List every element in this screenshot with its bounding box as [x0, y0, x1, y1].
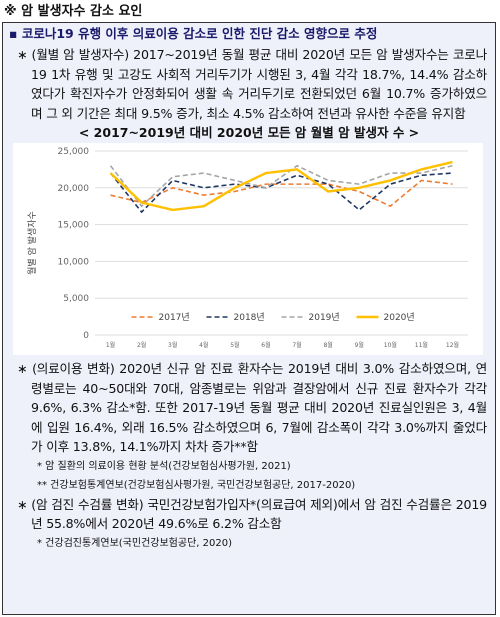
x-tick-label: 1월 — [106, 341, 115, 349]
y-tick-label: 5,000 — [63, 294, 89, 304]
y-tick-label: 20,000 — [58, 184, 90, 194]
box: ▪ 코로나19 유행 이후 의료이용 감소로 인한 진단 감소 영향으로 추정 … — [2, 22, 496, 615]
x-tick-label: 10월 — [384, 341, 397, 349]
note: * 암 질환의 의료이용 현황 분석(건강보험심사평가원, 2021) — [37, 460, 291, 472]
line — [110, 179, 453, 208]
x-tick-label: 11월 — [415, 341, 428, 349]
x-tick-label: 2월 — [137, 341, 146, 349]
heading: ▪ 코로나19 유행 이후 의료이용 감소로 인한 진단 감소 영향으로 추정 — [9, 26, 378, 41]
line — [109, 160, 453, 212]
note: * 건강검진통계연보(국민건강보험공단, 2020) — [37, 537, 232, 549]
legend-label: 2017년 — [159, 312, 190, 323]
x-tick-label: 3월 — [168, 341, 177, 349]
x-tick-label: 5월 — [230, 341, 239, 349]
x-tick-label: 6월 — [261, 341, 270, 349]
title: ※ 암 발생자수 감소 요인 — [4, 4, 143, 19]
legend-label: 2018년 — [234, 312, 265, 323]
y-tick-label: 15,000 — [58, 221, 90, 231]
x-tick-label: 12월 — [446, 341, 459, 349]
note: ** 건강보험통계연보(건강보험심사평가원, 국민건강보험공단, 2017-20… — [37, 479, 356, 491]
legend-label: 2020년 — [384, 312, 415, 323]
chart: 월별 암 발생자수 0 5,000 10,000 15,000 20,000 25,000 1… — [13, 143, 483, 355]
y-tick-label: 25,000 — [58, 147, 90, 157]
x-tick-label: 9월 — [355, 341, 364, 349]
y-tick-label: 0 — [83, 331, 89, 341]
chart-title: < 2017~2019년 대비 2020년 모든 암 월별 암 발생자 수 > — [78, 125, 420, 140]
paragraph: ∗ (의료이용 변화) 2020년 신규 암 진료 환자수는 2019년 대비 … — [17, 361, 487, 454]
x-tick-label: 8월 — [323, 341, 332, 349]
line — [109, 164, 453, 208]
x-tick-label: 4월 — [199, 341, 208, 349]
y-axis-label: 월별 암 발생자수 — [26, 211, 38, 275]
y-tick-label: 10,000 — [58, 257, 90, 267]
legend-label: 2019년 — [309, 312, 340, 323]
paragraph: ∗ (암 검진 수검률 변화) 국민건강보험가입자*(의료급여 제외)에서 암 … — [17, 496, 487, 532]
x-tick-label: 7월 — [292, 341, 301, 349]
paragraph: ∗ (월별 암 발생자수) 2017~2019년 동월 평균 대비 2020년 … — [17, 47, 487, 121]
line — [109, 172, 453, 214]
